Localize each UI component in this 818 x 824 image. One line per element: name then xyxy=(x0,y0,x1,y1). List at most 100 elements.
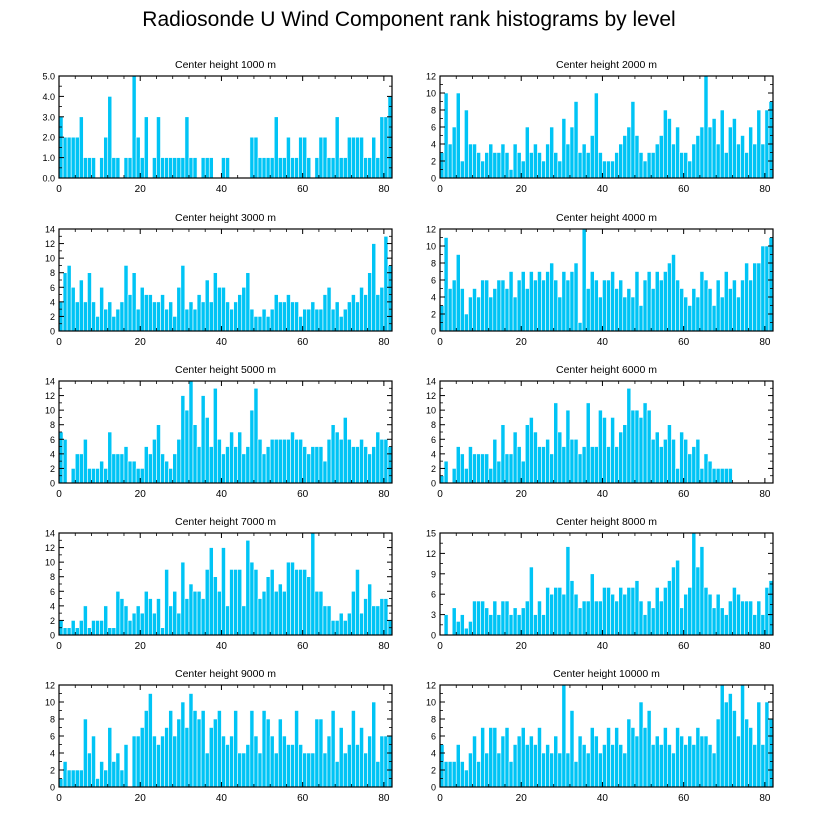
histogram-panel-4: Center height 4000 m 0 20 40 60 80 0 2 4 6 8 10 12 xyxy=(426,212,774,348)
histogram-bar xyxy=(642,614,648,636)
histogram-bar xyxy=(172,453,178,484)
histogram-bar xyxy=(451,607,457,636)
histogram-bar xyxy=(265,316,271,332)
histogram-bar xyxy=(387,446,393,484)
histogram-bar xyxy=(176,718,182,788)
y-tick-label: 8 xyxy=(50,420,55,430)
histogram-bar xyxy=(634,580,640,636)
histogram-bar xyxy=(91,301,96,332)
histogram-bar xyxy=(663,271,668,332)
histogram-bar xyxy=(282,438,287,484)
x-tick-label: 0 xyxy=(437,641,443,652)
panel-title: Center height 9000 m xyxy=(175,668,276,680)
histogram-bar xyxy=(557,587,563,636)
histogram-bar xyxy=(95,778,100,788)
histogram-bar xyxy=(634,735,640,788)
histogram-bar xyxy=(123,157,129,179)
histogram-bar xyxy=(172,157,178,179)
histogram-bar xyxy=(277,301,283,332)
histogram-bar xyxy=(233,569,238,636)
histogram-bar xyxy=(359,136,364,179)
histogram-bar xyxy=(602,160,607,179)
histogram-bar xyxy=(62,761,68,788)
histogram-bar xyxy=(152,612,157,636)
histogram-bar xyxy=(74,136,80,179)
histogram-bar xyxy=(589,271,595,332)
histogram-bar xyxy=(115,157,121,179)
y-tick-label: 14 xyxy=(45,225,55,235)
x-tick-label: 80 xyxy=(378,337,390,348)
histogram-bar xyxy=(245,744,251,788)
histogram-bar xyxy=(184,727,190,788)
histogram-bar xyxy=(443,460,449,484)
histogram-bar xyxy=(468,296,473,332)
histogram-bar xyxy=(184,409,190,484)
histogram-bar xyxy=(347,136,352,179)
histogram-bar xyxy=(468,446,473,484)
histogram-bar xyxy=(488,614,494,636)
histogram-bar xyxy=(695,566,701,636)
histogram-bar xyxy=(62,627,68,636)
histogram-bar xyxy=(119,769,125,788)
histogram-bar xyxy=(115,752,121,788)
histogram-bar xyxy=(192,590,198,636)
histogram-bar xyxy=(533,614,538,636)
y-tick-label: 10 xyxy=(45,558,55,568)
histogram-bar xyxy=(196,294,202,332)
histogram-bar xyxy=(249,308,255,332)
y-tick-label: 12 xyxy=(45,681,55,691)
histogram-bar xyxy=(663,438,668,484)
histogram-bar xyxy=(318,136,324,179)
histogram-bar xyxy=(342,157,348,179)
histogram-bar xyxy=(131,735,137,788)
histogram-bar xyxy=(736,143,741,179)
histogram-bar xyxy=(286,438,291,484)
histogram-bar xyxy=(707,460,713,484)
histogram-bar xyxy=(99,460,104,484)
histogram-bar xyxy=(196,718,202,788)
x-tick-label: 80 xyxy=(378,489,390,500)
histogram-bar xyxy=(74,301,80,332)
histogram-bar xyxy=(728,288,733,332)
histogram-bar xyxy=(545,271,550,332)
histogram-bar xyxy=(468,752,473,788)
histogram-bar xyxy=(375,605,381,636)
histogram-bar xyxy=(687,160,693,179)
histogram-bar xyxy=(192,157,198,179)
histogram-bar xyxy=(221,453,226,484)
histogram-bar xyxy=(638,417,644,484)
histogram-bar xyxy=(573,101,579,179)
histogram-bar xyxy=(585,752,591,788)
histogram-bar xyxy=(699,468,705,484)
histogram-bar xyxy=(585,600,591,636)
histogram-bar xyxy=(622,296,628,332)
histogram-bar xyxy=(83,157,88,179)
histogram-bar xyxy=(752,143,758,179)
histogram-bar xyxy=(79,453,84,484)
histogram-bar xyxy=(123,265,129,332)
histogram-bar xyxy=(152,301,157,332)
histogram-bar xyxy=(585,402,591,484)
histogram-bar xyxy=(529,271,534,332)
histogram-bar xyxy=(610,593,615,636)
histogram-bar xyxy=(764,245,770,332)
histogram-bar xyxy=(529,735,534,788)
histogram-bar xyxy=(221,157,226,179)
histogram-bar xyxy=(156,116,161,179)
histogram-bar xyxy=(561,684,567,788)
histogram-bar xyxy=(91,157,96,179)
histogram-bar xyxy=(371,243,377,332)
histogram-bar xyxy=(180,265,186,332)
histogram-bar xyxy=(472,735,477,788)
histogram-bar xyxy=(139,468,145,484)
histogram-bar xyxy=(565,279,571,332)
histogram-bar xyxy=(87,627,92,636)
histogram-bar xyxy=(524,288,530,332)
x-tick-label: 0 xyxy=(437,793,443,804)
histogram-bar xyxy=(286,294,291,332)
histogram-bar xyxy=(740,600,745,636)
histogram-bar xyxy=(581,600,587,636)
histogram-bar xyxy=(663,587,668,636)
histogram-bar xyxy=(569,580,575,636)
x-tick-label: 60 xyxy=(678,337,690,348)
